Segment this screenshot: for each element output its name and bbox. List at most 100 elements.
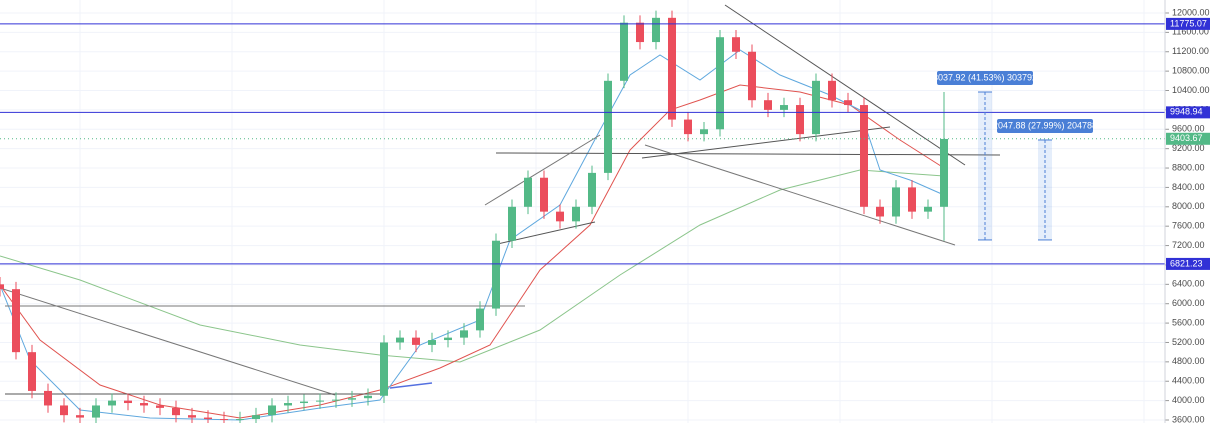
candle-body	[156, 405, 164, 408]
candle-body	[636, 22, 644, 43]
candle-body	[284, 403, 292, 406]
last-price-tag	[1166, 132, 1210, 145]
measure-box	[1038, 139, 1052, 240]
candle-body	[428, 340, 436, 345]
candle-body	[44, 390, 52, 406]
trendline	[495, 152, 1001, 156]
y-tick-label: 4400.00	[1172, 376, 1205, 386]
candle-body	[652, 17, 660, 43]
candle-body	[252, 415, 260, 420]
candle-body	[860, 105, 868, 207]
candle-body	[316, 400, 324, 402]
price-tag-label: 11775.07	[1170, 18, 1207, 28]
candle-body	[220, 419, 228, 421]
measure-label-bg	[937, 71, 1033, 86]
candle-body	[556, 211, 564, 222]
y-tick-label: 6000.00	[1172, 298, 1205, 308]
trendline	[641, 126, 891, 159]
candle-body	[204, 417, 212, 420]
measure-label: 3037.92 (41.53%) 303792	[933, 72, 1037, 82]
candle-body	[492, 240, 500, 309]
y-tick-label: 5600.00	[1172, 317, 1205, 327]
candle-body	[604, 80, 612, 173]
candle-body	[892, 187, 900, 217]
candle-body	[524, 177, 532, 207]
candle-body	[60, 405, 68, 416]
candle-body	[780, 105, 788, 110]
candle-body	[924, 206, 932, 212]
candle-body	[460, 330, 468, 338]
measure-label: 2047.88 (27.99%) 204788	[993, 120, 1097, 130]
candle-body	[668, 17, 676, 120]
y-tick-label: 12000.00	[1172, 7, 1210, 17]
candle-body	[140, 403, 148, 406]
y-tick-label: 6400.00	[1172, 279, 1205, 289]
candle-body	[28, 352, 36, 391]
candle-body	[12, 289, 20, 353]
price-tag-label: 9948.94	[1170, 107, 1203, 117]
candle-body	[332, 399, 340, 401]
candle-body	[364, 395, 372, 399]
price-tag	[1166, 106, 1210, 119]
candle-body	[380, 342, 388, 396]
y-tick-label: 7200.00	[1172, 240, 1205, 250]
candle-body	[188, 415, 196, 418]
candle-body	[300, 401, 308, 404]
candle-body	[572, 206, 580, 222]
candle-body	[588, 172, 596, 207]
y-tick-label: 10800.00	[1172, 66, 1210, 76]
measure-label-bg	[997, 118, 1093, 133]
candle-body	[476, 308, 484, 331]
candle-body	[108, 400, 116, 406]
candle-body	[172, 407, 180, 416]
candle-body	[812, 80, 820, 135]
y-tick-label: 7600.00	[1172, 221, 1205, 231]
candle-body	[124, 400, 132, 404]
candle-body	[412, 337, 420, 345]
y-tick-label: 8000.00	[1172, 201, 1205, 211]
y-tick-label: 4800.00	[1172, 356, 1205, 366]
candle-body	[236, 419, 244, 421]
candle-body	[748, 51, 756, 101]
y-tick-label: 11600.00	[1172, 27, 1209, 37]
y-tick-label: 10400.00	[1172, 85, 1210, 95]
price-tag	[1166, 257, 1210, 270]
overlay: 3600.00 4000.00 4400.00 4800.00 5200.00 5600.…	[0, 7, 1210, 423]
y-tick-label: 11200.00	[1172, 46, 1209, 56]
candle-body	[348, 398, 356, 400]
ma-long	[0, 169, 945, 363]
candle-body	[716, 37, 724, 130]
y-tick-label: 4000.00	[1172, 395, 1205, 405]
candle-body	[92, 405, 100, 418]
candle-body	[796, 105, 804, 135]
trendline	[484, 134, 601, 206]
candle-body	[700, 129, 708, 135]
price-tag-label: 6821.23	[1170, 258, 1203, 268]
price-tag	[1166, 17, 1210, 30]
y-tick-label: 8400.00	[1172, 182, 1205, 192]
y-tick-label: 8800.00	[1172, 162, 1205, 172]
candle-body	[764, 100, 772, 110]
candle-body	[540, 177, 548, 212]
candle-body	[444, 337, 452, 341]
candle-body	[876, 206, 884, 217]
candle-body	[396, 337, 404, 343]
y-tick-label: 9200.00	[1172, 143, 1205, 153]
candle-body	[508, 206, 516, 241]
trendline	[492, 221, 596, 246]
candle-body	[908, 187, 916, 212]
candle-body	[0, 284, 4, 290]
candle-body	[828, 80, 836, 101]
candle-body	[732, 37, 740, 52]
candle-body	[268, 405, 276, 416]
trendline	[644, 144, 956, 246]
y-tick-label: 5200.00	[1172, 337, 1205, 347]
candle-body	[684, 119, 692, 135]
y-tick-label: 3600.00	[1172, 414, 1205, 423]
y-tick-label: 9600.00	[1172, 124, 1205, 134]
grid	[0, 0, 1165, 423]
candles	[0, 10, 948, 423]
